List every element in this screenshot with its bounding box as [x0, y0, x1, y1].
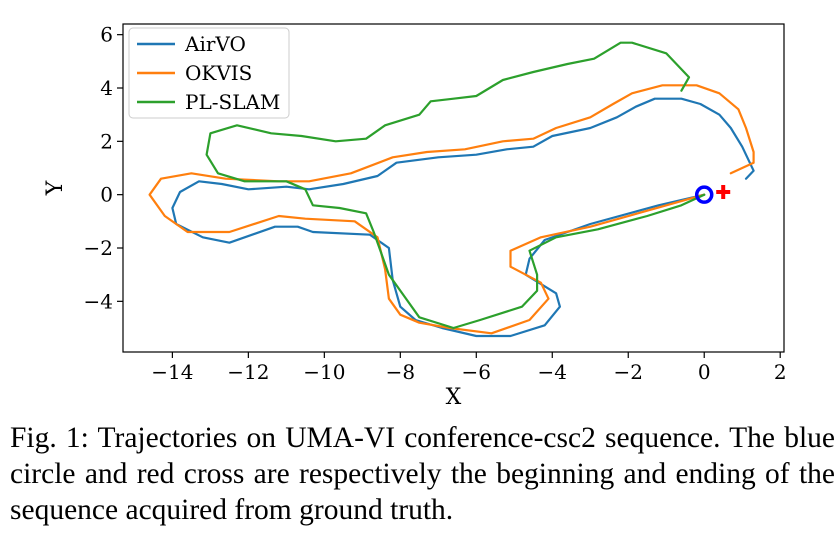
end-marker-cross	[716, 185, 731, 199]
legend: AirVO OKVIS PL-SLAM	[128, 27, 290, 119]
x-tick-label: −14	[151, 360, 193, 384]
start-marker-circle	[694, 185, 714, 204]
legend-box	[128, 27, 290, 119]
x-tick-label: −10	[303, 360, 345, 384]
x-axis-ticks: −14 −12 −10 −8 −6 −4 −2 0 2	[151, 352, 787, 384]
x-tick-label: 2	[774, 360, 787, 384]
y-tick-label: 6	[100, 23, 113, 47]
y-axis-ticks: −4 −2 0 2 4 6	[84, 23, 123, 313]
series-line-pl-slam	[205, 41, 706, 330]
series-line-okvis	[148, 84, 755, 335]
figure-caption: Fig. 1: Trajectories on UMA-VI conferenc…	[10, 422, 835, 526]
x-tick-label: −2	[614, 360, 643, 384]
marker-layer	[694, 185, 731, 204]
y-axis-label: Y	[43, 180, 68, 196]
x-tick-label: −12	[227, 360, 269, 384]
y-tick-label: −4	[84, 289, 113, 313]
y-tick-label: −2	[84, 236, 113, 260]
x-axis-label: X	[446, 385, 462, 410]
x-tick-label: −6	[462, 360, 491, 384]
legend-label: OKVIS	[185, 61, 252, 85]
x-tick-label: 0	[698, 360, 711, 384]
trajectory-plot: −14 −12 −10 −8 −6 −4 −2 0 2 −4 −2 0 2 4 6 X Y AirVO OK…	[43, 23, 787, 410]
x-tick-label: −8	[386, 360, 415, 384]
x-tick-label: −4	[538, 360, 567, 384]
y-tick-label: 4	[100, 76, 113, 100]
y-tick-label: 2	[100, 129, 113, 153]
series-line-airvo	[171, 97, 755, 338]
y-tick-label: 0	[100, 183, 113, 207]
plot-frame	[122, 23, 785, 353]
series-layer	[148, 41, 755, 338]
legend-label: PL-SLAM	[185, 90, 280, 114]
legend-label: AirVO	[184, 32, 246, 56]
